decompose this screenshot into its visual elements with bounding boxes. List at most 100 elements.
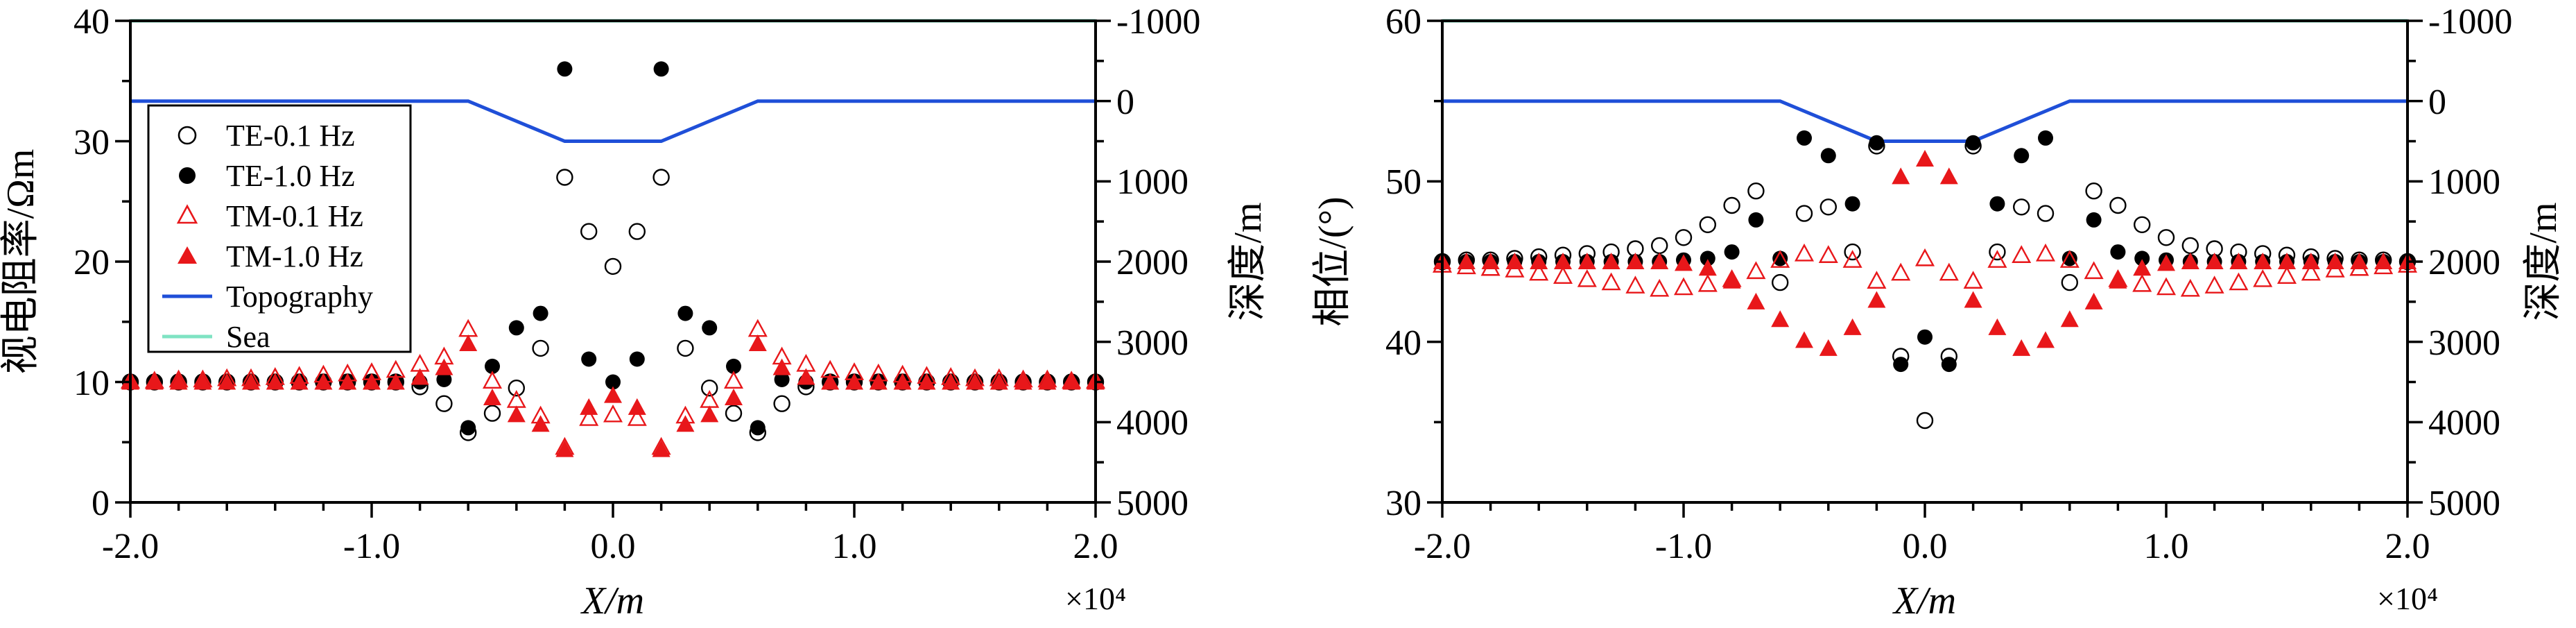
right-point-tm-0-1-hz: [1939, 262, 1959, 281]
left-point-te-1-0-hz: [774, 372, 790, 387]
left-point-tm-1-0-hz: [266, 373, 284, 390]
right-marks: [1432, 19, 2418, 430]
left-point-tm-1-0-hz: [363, 373, 381, 390]
left-y2tick-label: 2000: [1116, 243, 1188, 282]
left-point-te-0-1-hz: [580, 223, 598, 240]
left-point-tm-1-0-hz: [845, 373, 863, 390]
legend-label: TM-1.0 Hz: [226, 239, 363, 273]
right-point-te-1-0-hz: [2134, 251, 2150, 266]
left-point-tm-0-1-hz: [603, 404, 623, 423]
left-y2tick-label: 1000: [1116, 162, 1188, 202]
right-point-tm-0-1-hz: [1697, 273, 1718, 292]
right-point-tm-1-0-hz: [1722, 271, 1741, 289]
right-point-te-1-0-hz: [1748, 212, 1764, 228]
right-point-tm-1-0-hz: [1554, 253, 1572, 269]
right-point-te-1-0-hz: [1869, 135, 1885, 151]
right-xtick-label: 1.0: [2144, 527, 2189, 566]
right-ytick-label: 60: [1385, 2, 1421, 42]
left-y2tick-label: 3000: [1116, 323, 1188, 363]
left-topography-line: [130, 99, 1096, 143]
right-point-te-0-1-hz: [2037, 205, 2055, 222]
left-xtick-label: 1.0: [832, 527, 877, 566]
right-point-tm-1-0-hz: [1530, 253, 1548, 269]
right-point-tm-1-0-hz: [2181, 253, 2199, 269]
left-point-tm-1-0-hz: [410, 368, 429, 385]
right-point-tm-0-1-hz: [1673, 277, 1694, 296]
right-point-tm-1-0-hz: [2254, 253, 2272, 269]
left-point-tm-1-0-hz: [314, 373, 333, 390]
right-point-te-1-0-hz: [1797, 130, 1812, 146]
legend-label: TE-0.1 Hz: [226, 119, 355, 153]
right-point-tm-0-1-hz: [2012, 245, 2032, 263]
left-point-te-0-1-hz: [604, 257, 622, 275]
right-point-te-0-1-hz: [1723, 196, 1740, 214]
left-point-tm-1-0-hz: [676, 415, 695, 432]
left-point-te-1-0-hz: [677, 305, 693, 321]
left-point-te-1-0-hz: [581, 351, 597, 367]
right-point-tm-1-0-hz: [1916, 149, 1934, 167]
left-point-tm-1-0-hz: [507, 405, 526, 423]
left-point-tm-1-0-hz: [748, 334, 767, 351]
right-point-tm-0-1-hz: [2132, 273, 2152, 292]
right-point-tm-1-0-hz: [2060, 310, 2079, 328]
right-point-te-0-1-hz: [2012, 198, 2030, 216]
right-y2tick-label: 5000: [2428, 484, 2500, 523]
right-y2-axis-title: 深度/m: [2522, 202, 2565, 321]
right-point-te-1-0-hz: [1724, 244, 1740, 260]
right-point-tm-1-0-hz: [1602, 253, 1620, 269]
right-xtick-label: -2.0: [1414, 527, 1471, 566]
left-y2tick-label: -1000: [1116, 2, 1200, 42]
left-point-tm-1-0-hz: [700, 405, 719, 423]
legend-marker-tm-1-0hz: [178, 246, 197, 264]
left-ticks: [115, 19, 1111, 518]
right-point-tm-0-1-hz: [1746, 261, 1766, 280]
left-point-te-0-1-hz: [508, 380, 525, 397]
right-point-tm-0-1-hz: [1818, 245, 1838, 263]
right-point-tm-0-1-hz: [2059, 250, 2080, 268]
left-xtick-label: -1.0: [343, 527, 400, 566]
left-point-tm-1-0-hz: [145, 373, 164, 390]
left-point-tm-1-0-hz: [989, 373, 1008, 390]
right-point-tm-0-1-hz: [1553, 266, 1573, 285]
right-point-tm-0-1-hz: [1601, 272, 1621, 291]
left-point-tm-1-0-hz: [242, 373, 260, 390]
legend-box: [147, 104, 412, 353]
right-point-tm-0-1-hz: [1842, 250, 1862, 268]
right-point-te-1-0-hz: [1844, 196, 1860, 212]
right-x-multiplier: ×10⁴: [2377, 581, 2438, 616]
left-x-axis-title: X/m: [580, 579, 644, 622]
left-point-tm-1-0-hz: [797, 368, 815, 385]
left-point-tm-0-1-hz: [482, 371, 503, 389]
right-point-tm-1-0-hz: [2012, 339, 2031, 356]
left-point-tm-1-0-hz: [580, 398, 598, 415]
right-point-te-1-0-hz: [1989, 196, 2005, 212]
right-ticks: [1427, 19, 2423, 518]
right-point-te-0-1-hz: [2109, 196, 2127, 214]
right-point-tm-1-0-hz: [1819, 339, 1838, 356]
right-point-tm-0-1-hz: [1529, 262, 1549, 281]
left-point-te-1-0-hz: [726, 358, 741, 374]
left-point-tm-1-0-hz: [869, 373, 888, 390]
left-chart: -2.0 -1.0 0.0 1.0 2.0 0 10 20 30 40 -100…: [0, 2, 1270, 622]
right-point-te-0-1-hz: [2157, 229, 2175, 246]
right-point-tm-1-0-hz: [1457, 253, 1476, 269]
right-ytick-label: 30: [1385, 484, 1421, 523]
left-point-tm-1-0-hz: [942, 373, 960, 390]
right-point-tm-0-1-hz: [1963, 271, 1983, 289]
right-point-tm-1-0-hz: [1892, 167, 1910, 185]
legend-label: Sea: [226, 320, 270, 354]
right-point-tm-0-1-hz: [1794, 243, 1815, 262]
left-point-tm-1-0-hz: [290, 373, 309, 390]
right-point-te-0-1-hz: [1699, 216, 1717, 233]
left-point-tm-1-0-hz: [604, 386, 622, 403]
left-point-te-0-1-hz: [532, 339, 549, 357]
right-point-tm-0-1-hz: [2229, 272, 2249, 291]
legend-label: TM-0.1 Hz: [226, 199, 363, 233]
right-point-tm-1-0-hz: [1481, 253, 1500, 269]
right-point-te-0-1-hz: [1844, 243, 1861, 261]
left-point-tm-1-0-hz: [483, 389, 501, 406]
left-ytick-label: 30: [74, 123, 110, 162]
left-point-tm-1-0-hz: [218, 373, 236, 390]
right-point-te-0-1-hz: [2181, 237, 2199, 255]
